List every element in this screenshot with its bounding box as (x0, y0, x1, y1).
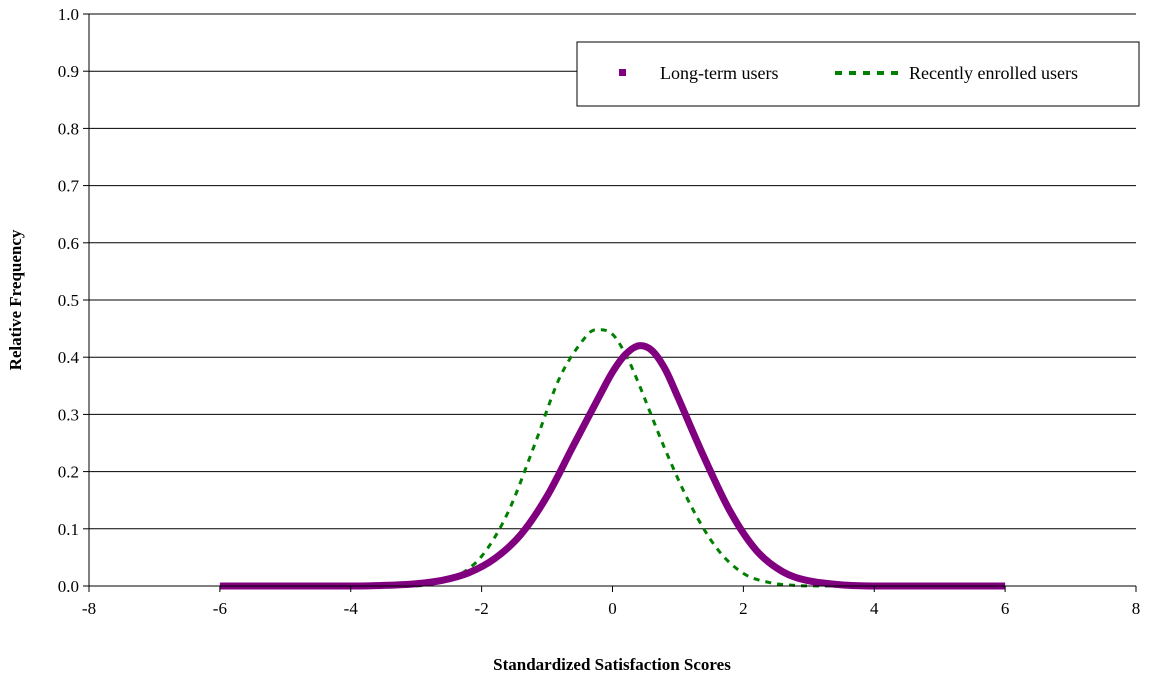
x-tick-label: 2 (739, 599, 748, 618)
x-tick-label: -8 (82, 599, 96, 618)
y-tick-label: 0.0 (58, 577, 79, 596)
legend-box (576, 41, 1140, 107)
y-tick-label: 0.9 (58, 62, 79, 81)
y-tick-label: 0.3 (58, 405, 79, 424)
series-line-long-term-users (219, 342, 1006, 590)
x-tick-label: -2 (475, 599, 489, 618)
x-tick-label: 6 (1001, 599, 1010, 618)
series-layer (219, 328, 1006, 590)
tick-labels: 0.0 0.1 0.2 0.3 0.4 0.5 0.6 0.7 0.8 0.9 1.0 -8 -6 -4 -… (58, 5, 1141, 618)
y-axis-title: Relative Frequency (6, 229, 25, 370)
y-tick-label: 0.1 (58, 520, 79, 539)
y-tick-label: 1.0 (58, 5, 79, 24)
y-tick-label: 0.2 (58, 463, 79, 482)
x-tick-label: -6 (213, 599, 227, 618)
y-tick-label: 0.8 (58, 119, 79, 138)
x-tick-label: 0 (608, 599, 617, 618)
legend-marker-long-term (619, 69, 626, 76)
y-tick-label: 0.6 (58, 234, 79, 253)
legend-label-long-term: Long-term users (660, 63, 778, 83)
legend: Long-term users Recently enrolled users (576, 41, 1140, 107)
y-tick-label: 0.4 (58, 348, 80, 367)
y-tick-label: 0.5 (58, 291, 79, 310)
legend-label-recently-enrolled: Recently enrolled users (909, 63, 1078, 83)
series-line-recently-enrolled-users (415, 328, 842, 588)
axes (83, 13, 1137, 592)
y-tick-label: 0.7 (58, 177, 80, 196)
x-tick-label: -4 (344, 599, 359, 618)
x-axis-title: Standardized Satisfaction Scores (493, 655, 731, 674)
x-tick-label: 4 (870, 599, 879, 618)
x-tick-label: 8 (1132, 599, 1141, 618)
